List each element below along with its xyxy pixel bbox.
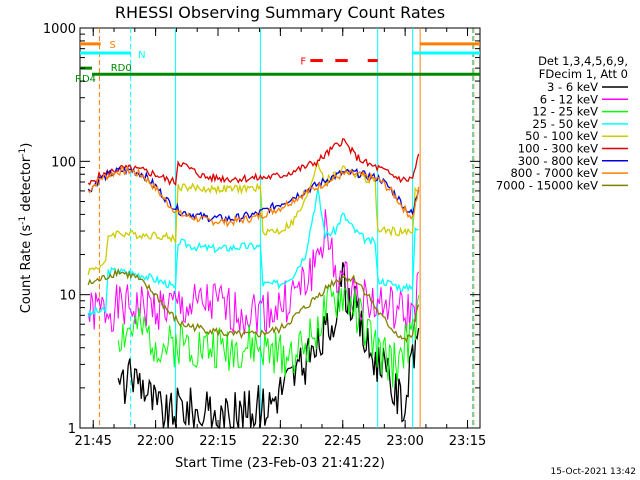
- legend-entry-label-2: 12 - 25 keV: [532, 105, 598, 119]
- series-line-1: [87, 209, 420, 335]
- vertical-lines: [98, 28, 475, 428]
- series-line-5: [87, 137, 420, 187]
- timestamp: 15-Oct-2021 13:42: [551, 467, 636, 477]
- status-bars: RD0 RD4 S N F: [75, 40, 480, 85]
- x-tick-label-0: 21:45: [74, 434, 111, 449]
- y-axis-label-end: ): [19, 143, 34, 148]
- x-tick-label-3: 22:30: [262, 434, 299, 449]
- legend-entry-label-1: 6 - 12 keV: [540, 92, 598, 106]
- status-label-f: F: [300, 57, 306, 68]
- y-axis-label: Count Rate (s-1 detector-1): [18, 143, 34, 314]
- y-axis-label-mid: detector: [19, 156, 34, 216]
- legend-header-1: FDecim 1, Att 0: [539, 67, 628, 81]
- x-axis-label: Start Time (23-Feb-03 21:41:22): [175, 456, 385, 471]
- status-label-rd4: RD4: [75, 74, 96, 85]
- status-label-s: S: [109, 40, 115, 51]
- x-tick-label-4: 22:45: [324, 434, 361, 449]
- legend-entry-label-7: 800 - 7000 keV: [510, 166, 598, 180]
- y-axis: 1 10 100 1000: [43, 22, 480, 437]
- x-axis: 21:45 22:00 22:15 22:30 22:45 23:00 23:15: [74, 28, 486, 449]
- y-axis-label-main: Count Rate (s: [19, 225, 34, 314]
- legend-entry-label-0: 3 - 6 keV: [547, 80, 598, 94]
- x-tick-label-6: 23:15: [449, 434, 486, 449]
- legend-entry-label-8: 7000 - 15000 keV: [496, 178, 598, 192]
- chart-title: RHESSI Observing Summary Count Rates: [115, 3, 445, 22]
- series-line-8: [87, 267, 420, 344]
- legend-entry-label-6: 300 - 800 keV: [518, 154, 598, 168]
- series-line-4: [87, 160, 419, 275]
- legend-entry-label-4: 50 - 100 keV: [525, 129, 598, 143]
- y-axis-label-sup2: -1: [18, 148, 28, 157]
- series-line-6: [87, 166, 420, 224]
- legend-entry-label-3: 25 - 50 keV: [532, 117, 598, 131]
- x-tick-label-1: 22:00: [137, 434, 174, 449]
- y-axis-label-sup1: -1: [18, 216, 28, 225]
- y-tick-label-2: 100: [51, 155, 76, 170]
- series-line-3: [87, 188, 419, 318]
- y-tick-label-1: 10: [59, 289, 76, 304]
- y-tick-label-0: 1: [68, 422, 76, 437]
- series-group: [87, 137, 420, 430]
- status-label-n: N: [138, 50, 145, 61]
- legend-header-0: Det 1,3,4,5,6,9,: [538, 54, 628, 68]
- series-line-0: [117, 262, 420, 430]
- series-line-2: [117, 284, 420, 388]
- x-tick-label-5: 23:00: [386, 434, 423, 449]
- y-tick-label-3: 1000: [43, 22, 76, 37]
- series-line-7: [87, 165, 420, 228]
- x-tick-label-2: 22:15: [199, 434, 236, 449]
- legend-entry-label-5: 100 - 300 keV: [518, 142, 598, 156]
- legend: Det 1,3,4,5,6,9,FDecim 1, Att 03 - 6 keV…: [496, 54, 628, 192]
- status-label-rd0: RD0: [111, 63, 132, 74]
